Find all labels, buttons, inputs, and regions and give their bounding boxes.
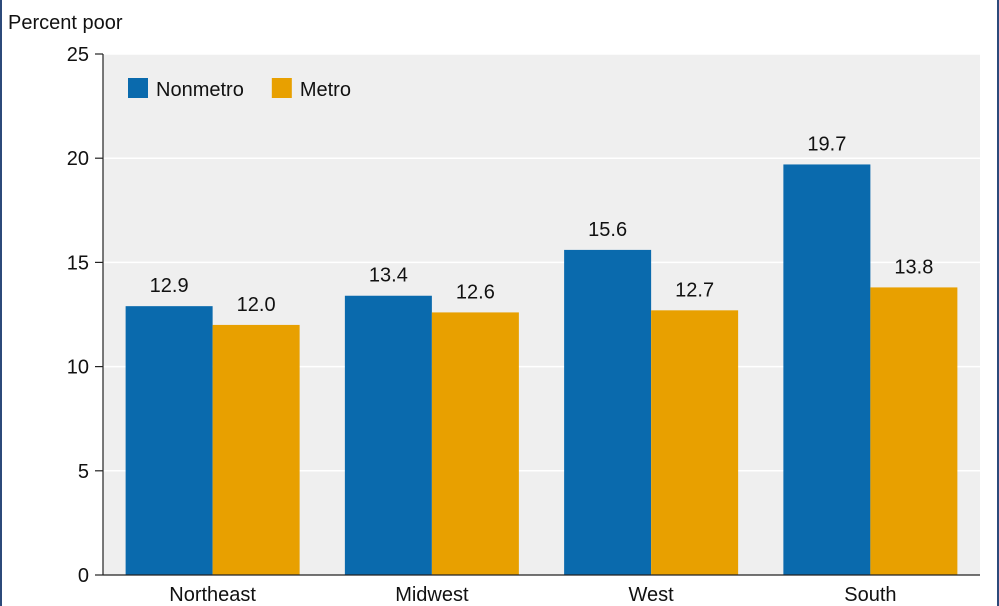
bars: 12.9 12.0 13.4 12.6 15.6 12.7 19.7 13.8 xyxy=(125,133,958,575)
data-label: 13.4 xyxy=(369,265,408,287)
data-label: 12.6 xyxy=(456,281,495,303)
y-tick-label: 20 xyxy=(67,148,89,170)
y-tick-label: 25 xyxy=(67,44,89,66)
bar-nonmetro-northeast xyxy=(125,306,213,575)
bar-nonmetro-west xyxy=(564,249,652,575)
legend-label-metro: Metro xyxy=(300,79,351,101)
bar-nonmetro-south xyxy=(783,164,871,575)
legend-swatch-nonmetro xyxy=(128,78,148,98)
bar-metro-south xyxy=(870,287,958,575)
x-tick-label: Northeast xyxy=(169,584,256,606)
x-tick-label: Midwest xyxy=(395,584,469,606)
legend-swatch-metro xyxy=(271,78,292,98)
legend-label-nonmetro: Nonmetro xyxy=(156,79,244,101)
bar-metro-northeast xyxy=(212,324,300,575)
y-tick-label: 15 xyxy=(67,252,89,274)
bar-metro-west xyxy=(651,310,739,575)
legend: Nonmetro Metro xyxy=(128,78,351,101)
data-label: 12.9 xyxy=(150,275,189,297)
bar-nonmetro-midwest xyxy=(344,295,432,575)
y-axis-label: Percent poor xyxy=(8,12,123,34)
y-tick-label: 0 xyxy=(78,565,89,587)
data-label: 12.0 xyxy=(237,294,276,316)
data-label: 15.6 xyxy=(588,219,627,241)
x-tick-label: West xyxy=(629,584,675,606)
axes: 0 5 10 15 20 25 Northeast Midwest West South xyxy=(67,44,980,606)
data-label: 13.8 xyxy=(894,256,933,278)
y-tick-label: 10 xyxy=(67,357,89,379)
x-tick-label: South xyxy=(844,584,896,606)
y-tick-label: 5 xyxy=(78,461,89,483)
data-label: 19.7 xyxy=(807,133,846,155)
bar-metro-midwest xyxy=(431,312,519,575)
data-label: 12.7 xyxy=(675,279,714,301)
